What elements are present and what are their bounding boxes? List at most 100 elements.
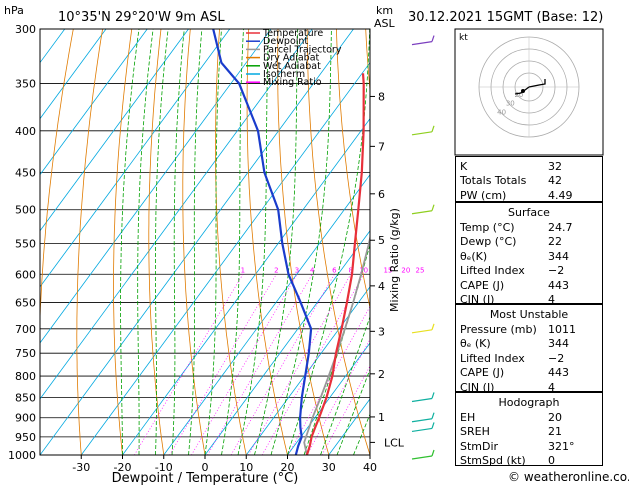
- dewpoint-line: [212, 29, 313, 455]
- hodograph-stat-value: 321°: [548, 439, 575, 453]
- most-unstable-value: 443: [548, 366, 569, 380]
- surface-title: Surface: [508, 206, 550, 219]
- index-value: 4.49: [548, 188, 573, 202]
- legend-label: Parcel Trajectory: [263, 44, 342, 55]
- index-label: K: [460, 160, 468, 173]
- most-unstable-value: −2: [548, 351, 565, 365]
- wind-barb: [411, 422, 435, 433]
- surface-value: 4: [548, 293, 555, 306]
- isotherm: [80, 61, 370, 455]
- wet-adiabat: [137, 29, 154, 455]
- wind-barb-feather: [431, 449, 435, 457]
- dry-adiabat: [148, 29, 165, 455]
- isotherm: [40, 29, 107, 120]
- most-unstable-label: CAPE (J): [460, 366, 505, 380]
- most-unstable-row: CAPE (J) 443: [456, 365, 602, 380]
- wind-barb: [411, 449, 435, 460]
- wet-adiabat: [320, 315, 370, 455]
- hodograph-stat-title: Hodograph: [498, 396, 560, 409]
- hodograph-trace: [514, 79, 546, 95]
- legend-label: Dewpoint: [263, 36, 308, 47]
- most-unstable-label: CIN (J): [460, 380, 495, 394]
- mixing-ratio-line: [321, 365, 370, 455]
- wet-adiabat: [270, 29, 332, 455]
- km-tick-label: 4: [378, 280, 385, 293]
- wind-barb: [411, 412, 435, 423]
- hodograph-stat-row: StmSpd (kt) 0: [456, 453, 602, 468]
- index-label: Totals Totals: [460, 174, 527, 188]
- index-label: PW (cm): [460, 188, 507, 202]
- wet-adiabat: [155, 29, 169, 455]
- pressure-tick-label: 950: [15, 431, 36, 444]
- temperature-tick-label: 40: [363, 461, 377, 474]
- most-unstable-value: 1011: [548, 323, 576, 336]
- wind-barb: [411, 125, 435, 136]
- index-value: 32: [548, 160, 562, 173]
- wet-adiabat: [221, 29, 244, 455]
- wet-adiabat: [171, 29, 185, 455]
- wind-barb-shaft: [411, 455, 433, 460]
- index-row: PW (cm) 4.49: [456, 188, 602, 203]
- wind-barb-shaft: [411, 427, 433, 433]
- km-tick-label: 1: [378, 411, 385, 424]
- surface-value: 24.7: [548, 221, 573, 234]
- temperature-tick-label: 30: [322, 461, 336, 474]
- hodograph-unit: kt: [459, 33, 468, 43]
- pressure-tick-label: 850: [15, 391, 36, 404]
- indices-panel: K 32 Totals Totals 42 PW (cm) 4.49: [455, 156, 603, 202]
- mixing-ratio-tick-label: 3: [295, 266, 299, 274]
- index-row: Totals Totals 42: [456, 173, 602, 188]
- hodograph-stat-row: EH 20: [456, 410, 602, 425]
- surface-value: 443: [548, 278, 569, 292]
- hodograph-stat-value: 20: [548, 411, 562, 424]
- surface-value: 22: [548, 235, 562, 249]
- surface-row: Lifted Index −2: [456, 263, 602, 278]
- mixing-ratio-line: [230, 274, 335, 455]
- surface-label: CIN (J): [460, 293, 495, 306]
- most-unstable-row: Lifted Index −2: [456, 351, 602, 366]
- wind-barb-shaft: [411, 210, 433, 215]
- wind-barb-feather: [431, 323, 435, 330]
- most-unstable-title: Most Unstable: [489, 308, 569, 321]
- surface-label: Dewp (°C): [460, 235, 517, 249]
- mixing-ratio-tick-label: 1: [241, 266, 245, 274]
- hodograph-ring-label: 20: [514, 91, 523, 99]
- most-unstable-panel: Most Unstable Pressure (mb) 1011 θₑ (K) 344 L…: [455, 304, 603, 394]
- km-tick-label: 7: [378, 140, 385, 153]
- dry-adiabat: [40, 29, 74, 455]
- most-unstable-value: 4: [548, 380, 555, 394]
- wet-adiabat: [120, 29, 140, 455]
- surface-row: Temp (°C) 24.7: [456, 220, 602, 235]
- hodograph-stat-value: 21: [548, 425, 562, 439]
- mixing-ratio-tick-label: 6: [332, 266, 337, 274]
- mixing-ratio-axis-label: Mixing Ratio (g/kg): [388, 208, 401, 312]
- wind-barb: [411, 35, 435, 46]
- hodograph-stat-label: EH: [460, 411, 476, 424]
- isotherm: [40, 29, 354, 455]
- asl-unit: ASL: [374, 17, 396, 30]
- pressure-tick-label: 600: [15, 268, 36, 281]
- pressure-tick-label: 350: [15, 78, 36, 91]
- mixing-ratio-tick-label: 2: [274, 266, 278, 274]
- pressure-tick-label: 900: [15, 412, 36, 425]
- surface-value: 344: [548, 249, 569, 263]
- most-unstable-label: Lifted Index: [460, 351, 525, 365]
- temperature-tick-label: 0: [202, 461, 209, 474]
- hodograph-stat-row: SREH 21: [456, 424, 602, 439]
- wind-barb-shaft: [411, 329, 433, 334]
- isotherm: [40, 29, 189, 232]
- lcl-label: LCL: [384, 436, 405, 449]
- wind-barb-feather: [431, 125, 435, 132]
- legend-label: Isotherm: [263, 69, 305, 80]
- isotherm: [40, 29, 231, 288]
- index-value: 42: [548, 174, 562, 188]
- dry-adiabat: [246, 29, 288, 455]
- wind-barb-feather: [431, 412, 435, 419]
- surface-row: CIN (J) 4: [456, 292, 602, 307]
- dry-adiabat: [182, 29, 206, 455]
- pressure-tick-label: 550: [15, 237, 36, 250]
- hodograph-table-panel: Hodograph EH 20 SREH 21 StmDir 321° StmSpd (kt)…: [455, 392, 603, 468]
- km-tick-label: 2: [378, 368, 385, 381]
